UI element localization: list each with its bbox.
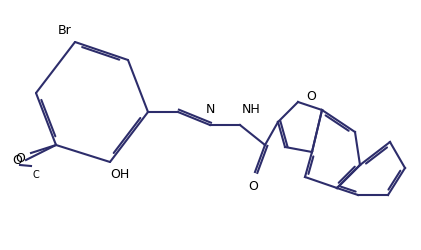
Text: C: C — [32, 170, 40, 180]
Text: O: O — [248, 180, 258, 193]
Text: OH: OH — [110, 168, 130, 180]
Text: NH: NH — [242, 103, 261, 116]
Text: Br: Br — [58, 24, 72, 36]
Text: O: O — [12, 154, 22, 166]
Text: O: O — [15, 152, 25, 166]
Text: O: O — [306, 90, 316, 104]
Text: N: N — [205, 103, 215, 116]
